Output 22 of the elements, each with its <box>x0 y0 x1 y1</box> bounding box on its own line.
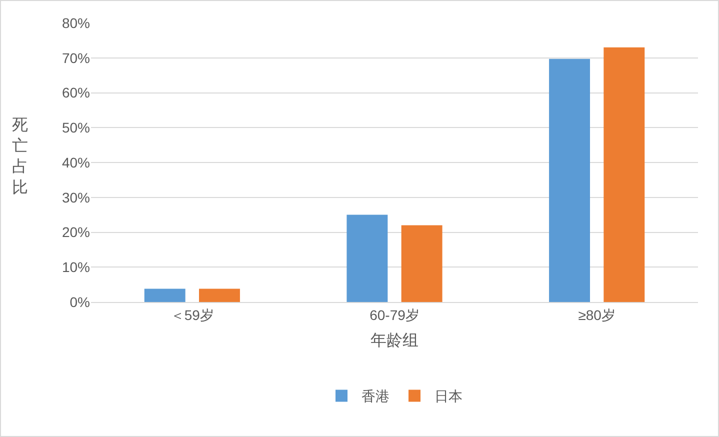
bar <box>199 288 240 302</box>
legend-label: 日本 <box>434 388 462 404</box>
y-tick-label: 50% <box>62 120 90 136</box>
x-tick-label: 60-79岁 <box>370 306 420 323</box>
x-axis-title: 年龄组 <box>370 332 418 350</box>
y-tick-label: 60% <box>62 84 90 101</box>
y-tick-label: 80% <box>62 14 90 31</box>
y-tick-label: 20% <box>62 224 90 240</box>
x-tick-label: ＜59岁 <box>170 306 214 323</box>
legend-label: 香港 <box>362 388 390 404</box>
bar <box>549 58 590 302</box>
bar <box>144 288 186 302</box>
y-axis-title: 死亡占比 <box>12 117 28 196</box>
bar <box>401 225 442 302</box>
bar <box>604 47 645 302</box>
x-tick-label: ≥80岁 <box>578 306 616 323</box>
bar <box>346 214 388 302</box>
y-tick-label: 70% <box>62 50 90 66</box>
y-tick-label: 40% <box>62 154 90 170</box>
y-tick-label: 30% <box>62 189 90 206</box>
y-tick-label: 0% <box>70 294 90 310</box>
y-tick-label: 10% <box>62 259 90 276</box>
